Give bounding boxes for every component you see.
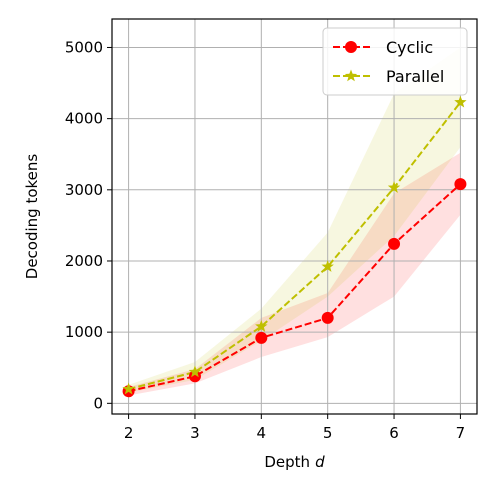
y-tick-label: 0 [93,394,103,412]
parallel-line [128,101,462,391]
series-markers [122,95,467,398]
parallel-point [255,319,268,332]
x-tick-label: 3 [190,424,200,442]
x-tick-label: 5 [323,424,333,442]
cyclic-point [255,331,268,344]
cyclic-point [321,311,334,324]
x-axis-ticks: 2 3 4 5 6 7 [124,414,465,442]
parallel-point [122,382,135,395]
y-axis-label: Decoding tokens [23,154,41,280]
legend: Cyclic Parallel [322,27,468,96]
x-tick-label: 4 [257,424,267,442]
y-axis-ticks: 0 1000 2000 3000 4000 5000 [65,38,112,412]
parallel-point [454,95,467,108]
plot-frame [111,18,478,415]
cyclic-point [454,178,467,191]
legend-marker-parallel [344,69,358,82]
x-tick-label: 6 [389,424,399,442]
legend-label-parallel: Parallel [386,67,444,86]
parallel-point [321,260,334,272]
y-tick-label: 4000 [65,110,103,128]
parallel-band [128,47,461,393]
y-tick-label: 5000 [65,38,103,56]
cyclic-point [188,370,201,383]
x-axis-label: Depth d [264,453,325,471]
x-tick-label: 2 [124,424,134,442]
parallel-point [188,365,202,378]
x-axis-label-variable: d [315,453,325,471]
cyclic-line [128,183,462,393]
y-tick-label: 1000 [65,323,103,341]
y-tick-label: 2000 [65,252,103,270]
series-lines [128,101,462,393]
legend-box [322,27,468,96]
x-axis-label-text: Depth [264,453,310,471]
x-tick-label: 7 [456,424,466,442]
y-tick-label: 3000 [65,181,103,199]
confidence-bands [128,47,461,396]
legend-marker-cyclic [345,41,357,53]
legend-label-cyclic: Cyclic [386,38,433,57]
parallel-point [387,181,401,193]
cyclic-point [388,237,401,250]
